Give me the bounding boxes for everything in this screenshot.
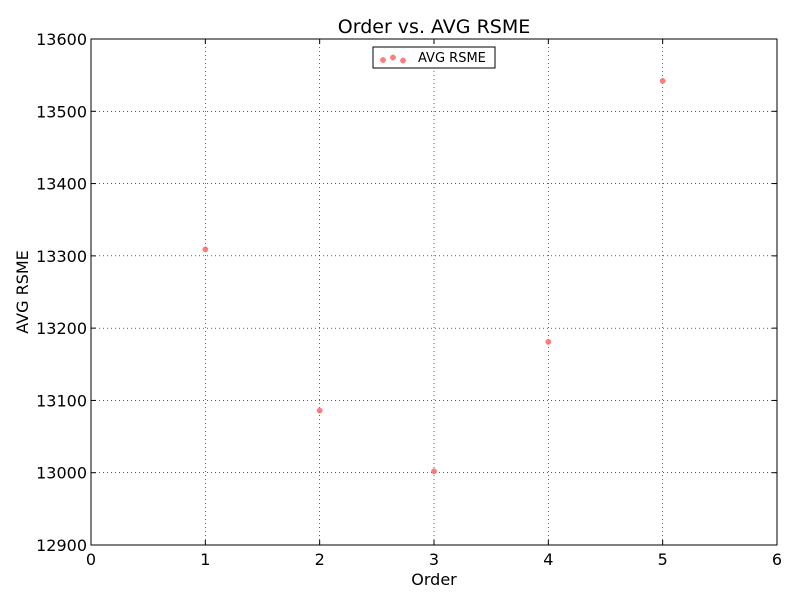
x-axis-label: Order: [411, 570, 457, 589]
x-tick-label: 3: [429, 550, 439, 569]
data-points: [202, 78, 666, 475]
y-tick-label: 13500: [36, 102, 87, 121]
y-tick-label: 13100: [36, 391, 87, 410]
legend: AVG RSME: [372, 46, 496, 69]
y-tick-label: 13200: [36, 319, 87, 338]
x-tick-labels: 0 1 2 3 4 5 6: [86, 550, 782, 569]
x-tick-label: 2: [315, 550, 325, 569]
data-point: [545, 339, 552, 345]
legend-marker: [380, 57, 386, 63]
y-tick-label: 13600: [36, 30, 87, 49]
legend-marker: [400, 57, 406, 64]
data-point: [202, 246, 209, 253]
x-tick-label: 6: [772, 550, 782, 569]
y-tick-label: 13300: [36, 247, 87, 266]
x-tick-label: 1: [200, 550, 210, 569]
x-tick-label: 0: [86, 550, 96, 569]
y-tick-label: 13000: [36, 464, 87, 483]
legend-marker: [390, 54, 396, 61]
data-point: [659, 78, 666, 84]
data-point: [431, 468, 437, 475]
data-point: [316, 407, 323, 414]
y-tick-labels: 12900 13000 13100 13200 13300 13400 13500 13600: [36, 30, 87, 555]
legend-markers: [380, 54, 406, 64]
y-axis-label: AVG RSME: [13, 250, 32, 334]
legend-label: AVG RSME: [418, 51, 486, 66]
y-tick-label: 13400: [36, 175, 87, 194]
x-tick-label: 5: [658, 550, 668, 569]
x-tick-label: 4: [543, 550, 553, 569]
axis-ticks: [90, 38, 778, 546]
chart-title: Order vs. AVG RSME: [338, 16, 530, 38]
y-tick-label: 12900: [36, 536, 87, 555]
